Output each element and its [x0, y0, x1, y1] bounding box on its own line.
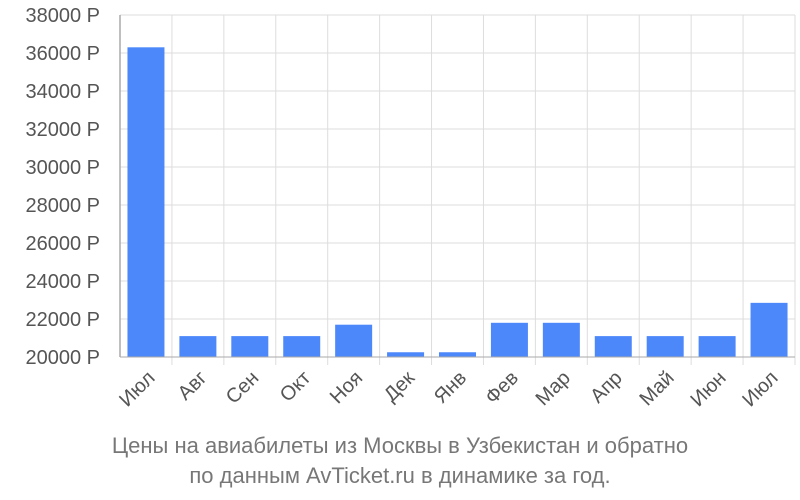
x-tick-label: Окт	[276, 367, 315, 406]
x-tick-label: Май	[635, 367, 678, 410]
bar	[439, 352, 476, 357]
x-tick-label: Авг	[174, 367, 212, 405]
bar	[179, 336, 217, 357]
x-axis-tick-labels: Июл Авг Сен Окт Ноя Дек Янв Фев Мар Апр Май Июн Июл	[115, 367, 782, 411]
x-tick-label: Ноя	[326, 367, 367, 408]
bar	[127, 47, 165, 358]
x-tick-label: Дек	[380, 367, 419, 406]
bar	[646, 336, 684, 357]
bars	[127, 47, 788, 358]
bar-chart: 20000 Р 22000 Р 24000 Р 26000 Р 28000 Р 30000…	[25, 5, 796, 411]
y-tick-label: 26000 Р	[25, 233, 100, 255]
x-tick-label: Мар	[532, 367, 575, 410]
x-tick-label: Фев	[481, 367, 523, 409]
axes	[119, 15, 795, 358]
chart-caption-line-2: по данным AvTicket.ru в динамике за год.	[189, 463, 611, 488]
bar	[231, 336, 269, 357]
bar	[594, 336, 632, 357]
y-tick-label: 24000 Р	[25, 271, 100, 293]
grid-lines	[120, 14, 796, 365]
y-tick-label: 36000 Р	[25, 43, 100, 65]
bar	[542, 322, 580, 357]
y-tick-label: 38000 Р	[25, 5, 100, 27]
x-tick-label: Июл	[115, 367, 159, 411]
y-tick-label: 28000 Р	[25, 195, 100, 217]
y-tick-label: 20000 Р	[25, 347, 100, 369]
y-axis-tick-labels: 20000 Р 22000 Р 24000 Р 26000 Р 28000 Р 30000…	[25, 5, 100, 369]
chart-caption-line-1: Цены на авиабилеты из Москвы в Узбекиста…	[111, 433, 689, 458]
bar	[750, 302, 788, 357]
y-tick-label: 30000 Р	[25, 157, 100, 179]
x-tick-label: Июл	[738, 367, 782, 411]
x-tick-label: Апр	[586, 367, 627, 408]
x-tick-label: Сен	[222, 367, 263, 408]
x-tick-label: Июн	[687, 367, 731, 411]
bar	[335, 324, 373, 357]
bar	[490, 322, 528, 357]
y-tick-label: 32000 Р	[25, 119, 100, 141]
bar	[387, 352, 425, 357]
y-tick-label: 34000 Р	[25, 81, 100, 103]
bar	[283, 336, 321, 357]
x-tick-label: Янв	[430, 367, 471, 408]
y-tick-label: 22000 Р	[25, 309, 100, 331]
bar	[698, 336, 736, 357]
